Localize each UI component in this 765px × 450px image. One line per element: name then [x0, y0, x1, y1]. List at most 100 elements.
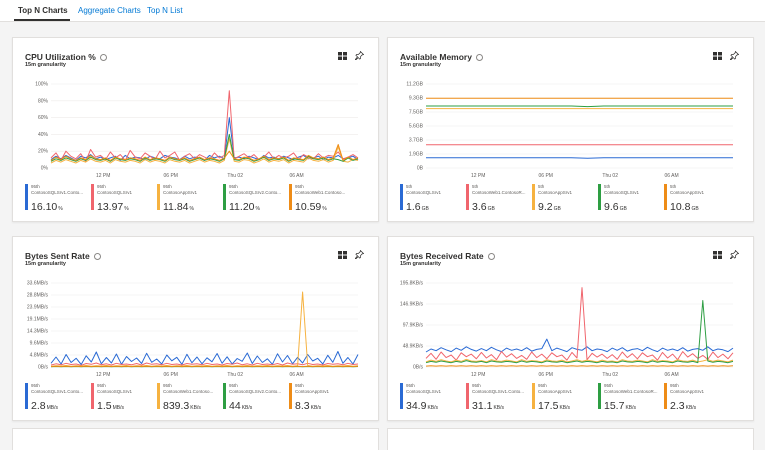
legend-item[interactable]: 95th ContosoWeb1.ContosoR... 15.7KB/s — [598, 383, 660, 412]
y-tick-label: 33.6MB/s — [27, 281, 49, 287]
line-chart: 195.8KB/s 146.9KB/s 97.9KB/s 48.9KB/s 0B/s 12… — [400, 281, 734, 378]
legend-item[interactable]: 95th ContosoAppSrv1 2.3KB/s — [664, 383, 726, 412]
legend-item[interactable]: 95th ContosoAppSrv1 17.5KB/s — [532, 383, 594, 412]
y-tick-label: 195.8KB/s — [400, 281, 424, 287]
legend-unit: KB/s — [310, 405, 322, 411]
grid-icon[interactable] — [338, 250, 347, 259]
series-line — [50, 138, 359, 164]
legend-item[interactable]: 95th ContosoWeb1.Contoso... 10.59% — [289, 184, 351, 213]
y-tick-label: 100% — [35, 82, 48, 88]
legend-item[interactable]: 95th ContosoSQLSrv1.Conto... 2.8MB/s — [25, 383, 87, 412]
cpu-utilization-card: CPU Utilization % 15m granularity 100% 80… — [12, 37, 379, 222]
info-icon[interactable] — [487, 253, 495, 261]
legend-percentile: 95th — [163, 383, 172, 388]
y-tick-label: 19.1MB/s — [27, 317, 49, 323]
tab-top-n-charts[interactable]: Top N Charts — [18, 6, 68, 15]
legend-percentile: 5th — [604, 184, 611, 189]
legend-value: 10.59 — [295, 201, 322, 213]
info-icon[interactable] — [93, 253, 101, 261]
legend-value-group: 11.84% — [163, 197, 194, 215]
y-tick-label: 11.2GB — [406, 82, 423, 88]
card-title: Bytes Sent Rate — [25, 251, 101, 261]
y-tick-label: 28.8MB/s — [27, 293, 49, 299]
legend-resource-name: ContosoAppSrv1 — [163, 189, 198, 195]
legend-item[interactable]: 95th ContosoWeb1.Contoso... 839.3KB/s — [157, 383, 219, 412]
legend-unit: % — [58, 206, 63, 212]
legend-resource-name: ContosoWeb1.ContosoR... — [472, 189, 526, 195]
legend-value-group: 1.6GB — [406, 197, 429, 215]
legend-item[interactable]: 5th ContosoAppSrv1 9.2GB — [532, 184, 594, 213]
x-tick-label: 06 AM — [290, 372, 304, 378]
legend-item[interactable]: 5th ContosoAppSrv1 10.8GB — [664, 184, 726, 213]
y-tick-label: 4.8MB/s — [30, 353, 49, 359]
legend-value: 9.6 — [604, 201, 619, 213]
tab-aggregate-charts[interactable]: Aggregate Charts — [78, 6, 141, 15]
legend-value-group: 8.3KB/s — [295, 396, 321, 414]
legend-percentile: 95th — [31, 184, 40, 189]
pin-icon[interactable] — [355, 51, 364, 60]
card-actions — [713, 51, 739, 60]
bytes-received-rate-card: Bytes Received Rate 15m granularity 195.… — [387, 236, 754, 421]
series-line — [50, 133, 359, 162]
legend-value: 2.3 — [670, 400, 685, 412]
chart-legend: 5th ContosoSQLSrv1 1.6GB 5th ContosoWeb1… — [400, 184, 726, 213]
legend-unit: GB — [487, 206, 495, 212]
legend-resource-name: ContosoAppSrv1 — [670, 388, 705, 394]
legend-item[interactable]: 95th ContosoAppSrv1 11.84% — [157, 184, 219, 213]
card-actions — [713, 250, 739, 259]
y-tick-label: 23.9MB/s — [27, 305, 49, 311]
grid-icon[interactable] — [713, 250, 722, 259]
legend-value: 3.6 — [472, 201, 487, 213]
legend-item[interactable]: 95th ContosoSQLSrv1 1.5MB/s — [91, 383, 153, 412]
legend-unit: KB/s — [241, 405, 253, 411]
granularity-label: 15m granularity — [25, 261, 66, 267]
legend-resource-name: ContosoWeb1.ContosoR... — [604, 388, 658, 394]
legend-item[interactable]: 95th ContosoSQLSrv2.Conto... 44KB/s — [223, 383, 285, 412]
info-icon[interactable] — [99, 54, 107, 62]
tab-top-n-list[interactable]: Top N List — [147, 6, 183, 15]
legend-item[interactable]: 95th ContosoSQLSrv1 13.97% — [91, 184, 153, 213]
legend-value: 839.3 — [163, 400, 190, 412]
card-title: CPU Utilization % — [25, 52, 107, 62]
legend-item[interactable]: 95th ContosoSQLSrv1.Conto... 31.1KB/s — [466, 383, 528, 412]
legend-item[interactable]: 95th ContosoSQLSrv2.Conto... 11.20% — [223, 184, 285, 213]
pin-icon[interactable] — [730, 51, 739, 60]
legend-unit: KB/s — [559, 405, 570, 411]
line-chart: 33.6MB/s 28.8MB/s 23.9MB/s 19.1MB/s 14.3MB/s… — [27, 281, 359, 378]
legend-item[interactable]: 5th ContosoWeb1.ContosoR... 3.6GB — [466, 184, 528, 213]
grid-icon[interactable] — [338, 51, 347, 60]
line-chart: 100% 80% 60% 40% 20% 0% 12 PM 06 PM Thu 02 06 AM — [35, 82, 359, 179]
legend-value-group: 3.6GB — [472, 197, 495, 215]
legend-percentile: 95th — [163, 184, 172, 189]
legend-item[interactable]: 95th ContosoSQLSrv1.Conto... 16.10% — [25, 184, 87, 213]
next-card-strip — [12, 428, 379, 450]
info-icon[interactable] — [475, 54, 483, 62]
legend-item[interactable]: 95th ContosoAppSrv1 8.3KB/s — [289, 383, 351, 412]
legend-value-group: 10.59% — [295, 197, 327, 215]
legend-resource-name: ContosoSQLSrv2.Conto... — [229, 388, 282, 394]
legend-value-group: 9.6GB — [604, 197, 627, 215]
legend-resource-name: ContosoAppSrv1 — [538, 189, 573, 195]
legend-item[interactable]: 95th ContosoSQLSrv1 34.9KB/s — [400, 383, 462, 412]
legend-value: 11.20 — [229, 201, 255, 213]
legend-value-group: 2.8MB/s — [31, 396, 58, 414]
legend-value-group: 44KB/s — [229, 396, 252, 414]
x-tick-label: 06 PM — [164, 173, 178, 179]
legend-resource-name: ContosoSQLSrv1 — [97, 388, 133, 394]
grid-icon[interactable] — [713, 51, 722, 60]
legend-value: 31.1 — [472, 400, 493, 412]
legend-item[interactable]: 5th ContosoSQLSrv1 1.6GB — [400, 184, 462, 213]
legend-resource-name: ContosoAppSrv1 — [295, 388, 330, 394]
legend-resource-name: ContosoSQLSrv1 — [406, 388, 442, 394]
legend-unit: % — [124, 206, 129, 212]
legend-value-group: 10.8GB — [670, 197, 699, 215]
y-tick-label: 146.9KB/s — [400, 302, 424, 308]
pin-icon[interactable] — [730, 250, 739, 259]
legend-unit: KB/s — [625, 405, 636, 411]
legend-value: 11.84 — [163, 201, 189, 213]
y-tick-label: 5.6GB — [409, 124, 424, 130]
legend-item[interactable]: 5th ContosoSQLSrv1 9.6GB — [598, 184, 660, 213]
pin-icon[interactable] — [355, 250, 364, 259]
legend-value: 10.8 — [670, 201, 691, 213]
chart-legend: 95th ContosoSQLSrv1 34.9KB/s 95th Contos… — [400, 383, 726, 412]
